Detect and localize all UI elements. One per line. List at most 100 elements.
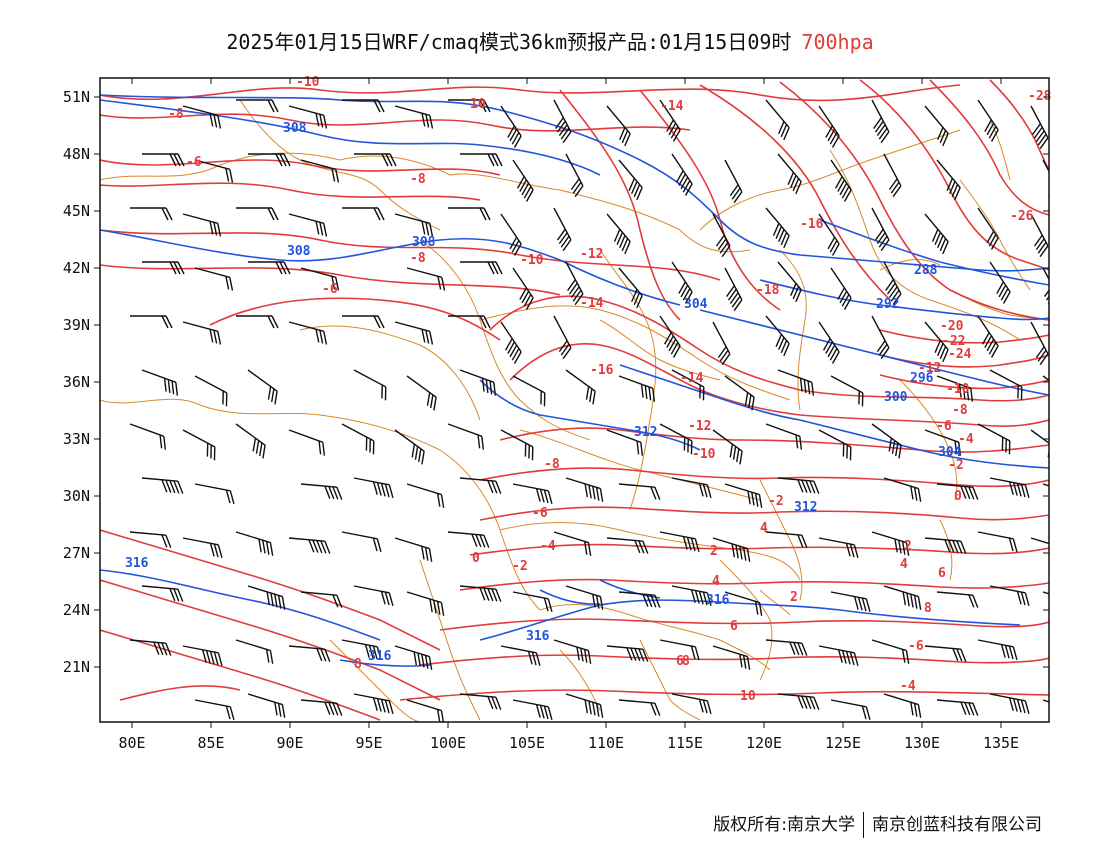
wind-barb bbox=[724, 267, 743, 312]
boundary-line bbox=[719, 559, 773, 681]
temperature-label: -26 bbox=[1010, 209, 1034, 224]
wind-barb bbox=[300, 159, 340, 183]
wind-barb bbox=[194, 483, 235, 504]
boundary-line bbox=[959, 179, 1031, 291]
temperature-label: -22 bbox=[942, 334, 965, 349]
temperature-isotherm bbox=[459, 578, 1049, 591]
wind-barb bbox=[924, 429, 962, 456]
temperature-isotherm bbox=[100, 264, 561, 296]
temperature-isotherm bbox=[479, 506, 1049, 521]
temperature-isotherm bbox=[119, 685, 241, 701]
wind-barb bbox=[1042, 591, 1049, 604]
wind-barb bbox=[448, 99, 491, 113]
wind-barb bbox=[129, 423, 167, 450]
wind-barb bbox=[300, 267, 340, 291]
temperature-label: -10 bbox=[520, 253, 544, 268]
wind-barb bbox=[712, 213, 731, 258]
temperature-label: -12 bbox=[580, 247, 603, 262]
wind-barb bbox=[671, 693, 712, 714]
wind-barb bbox=[883, 693, 922, 718]
temperature-label: -10 bbox=[692, 447, 716, 462]
wind-barb bbox=[871, 423, 902, 459]
wind-barb bbox=[129, 639, 172, 656]
wind-barb bbox=[300, 699, 343, 716]
wind-barb bbox=[818, 213, 840, 256]
height-label: 304 bbox=[938, 445, 962, 460]
temperature-label: 8 bbox=[682, 654, 690, 669]
credit-right: 南京创蓝科技有限公司 bbox=[872, 815, 1042, 835]
wind-barb bbox=[460, 153, 503, 167]
wind-barb bbox=[236, 315, 279, 329]
wind-barb bbox=[936, 591, 979, 608]
wind-barb bbox=[182, 645, 223, 666]
geopotential-height-contour bbox=[479, 379, 701, 451]
boundary-line bbox=[329, 639, 421, 722]
wind-barb bbox=[818, 105, 840, 148]
wind-barb bbox=[406, 483, 445, 508]
plot-frame bbox=[99, 77, 1050, 723]
wind-barb bbox=[1030, 213, 1049, 258]
wind-barb bbox=[129, 531, 172, 548]
wind-barb bbox=[936, 375, 974, 402]
wind-barb bbox=[394, 105, 434, 129]
wind-barb bbox=[765, 99, 790, 141]
temperature-label: -4 bbox=[958, 432, 974, 447]
boundary-line bbox=[239, 99, 441, 231]
wind-barb bbox=[1042, 699, 1049, 712]
temperature-label: -2 bbox=[948, 458, 964, 473]
boundary-line bbox=[699, 129, 961, 231]
wind-barb bbox=[394, 429, 425, 465]
temperature-label: -20 bbox=[940, 319, 964, 334]
temperature-label: -2 bbox=[512, 559, 528, 574]
temperature-label: -6 bbox=[186, 155, 202, 170]
wind-barb bbox=[830, 375, 864, 407]
height-label: 300 bbox=[884, 390, 908, 405]
wind-barb bbox=[1030, 105, 1049, 150]
wind-barb bbox=[194, 699, 235, 720]
boundary-line bbox=[539, 604, 771, 671]
wind-barb bbox=[447, 531, 490, 548]
wind-barb bbox=[671, 153, 693, 196]
height-label: 308 bbox=[283, 121, 307, 136]
wind-barb bbox=[606, 537, 649, 554]
boundary-line bbox=[499, 522, 801, 581]
wind-barb bbox=[394, 213, 434, 237]
boundary-line bbox=[989, 119, 1011, 181]
x-tick-label: 110E bbox=[588, 734, 624, 752]
wind-barb bbox=[553, 531, 592, 556]
temperature-isotherm bbox=[699, 84, 891, 301]
boundary-line bbox=[100, 152, 751, 253]
temperature-isotherm bbox=[469, 543, 1049, 556]
wind-barb bbox=[182, 321, 222, 345]
wind-barb bbox=[818, 645, 859, 666]
wind-barb bbox=[394, 645, 433, 670]
wind-barb bbox=[194, 267, 234, 291]
temperature-label: 6 bbox=[730, 619, 738, 634]
wind-barb bbox=[406, 591, 445, 616]
temperature-label: 6 bbox=[938, 566, 946, 581]
wind-barb bbox=[883, 585, 922, 610]
wind-barb bbox=[1042, 159, 1049, 197]
geopotential-height-contour bbox=[699, 309, 1049, 396]
temperature-label: 10 bbox=[470, 97, 486, 112]
wind-barb bbox=[977, 207, 999, 250]
wind-barb bbox=[500, 429, 534, 461]
temperature-isotherm bbox=[859, 79, 1049, 271]
y-tick-label: 36N bbox=[63, 373, 90, 391]
credit-separator bbox=[863, 812, 864, 838]
temperature-label: -8 bbox=[410, 172, 426, 187]
wind-barb bbox=[936, 483, 979, 500]
geopotential-height-contour bbox=[100, 94, 1049, 272]
wind-barb bbox=[182, 537, 223, 558]
wind-barb bbox=[288, 645, 331, 662]
x-axis-ticks: 80E 85E 90E 95E 100E 105E 110E 115E 120E 125E 130E… bbox=[118, 78, 1019, 752]
wind-barb bbox=[248, 153, 291, 167]
y-tick-label: 45N bbox=[63, 202, 90, 220]
wind-barb bbox=[936, 159, 961, 201]
temperature-isotherm bbox=[989, 79, 1049, 171]
wind-barbs bbox=[129, 99, 1049, 722]
wind-barb bbox=[182, 429, 216, 461]
height-label: 316 bbox=[125, 556, 149, 571]
wind-barb bbox=[500, 321, 522, 364]
